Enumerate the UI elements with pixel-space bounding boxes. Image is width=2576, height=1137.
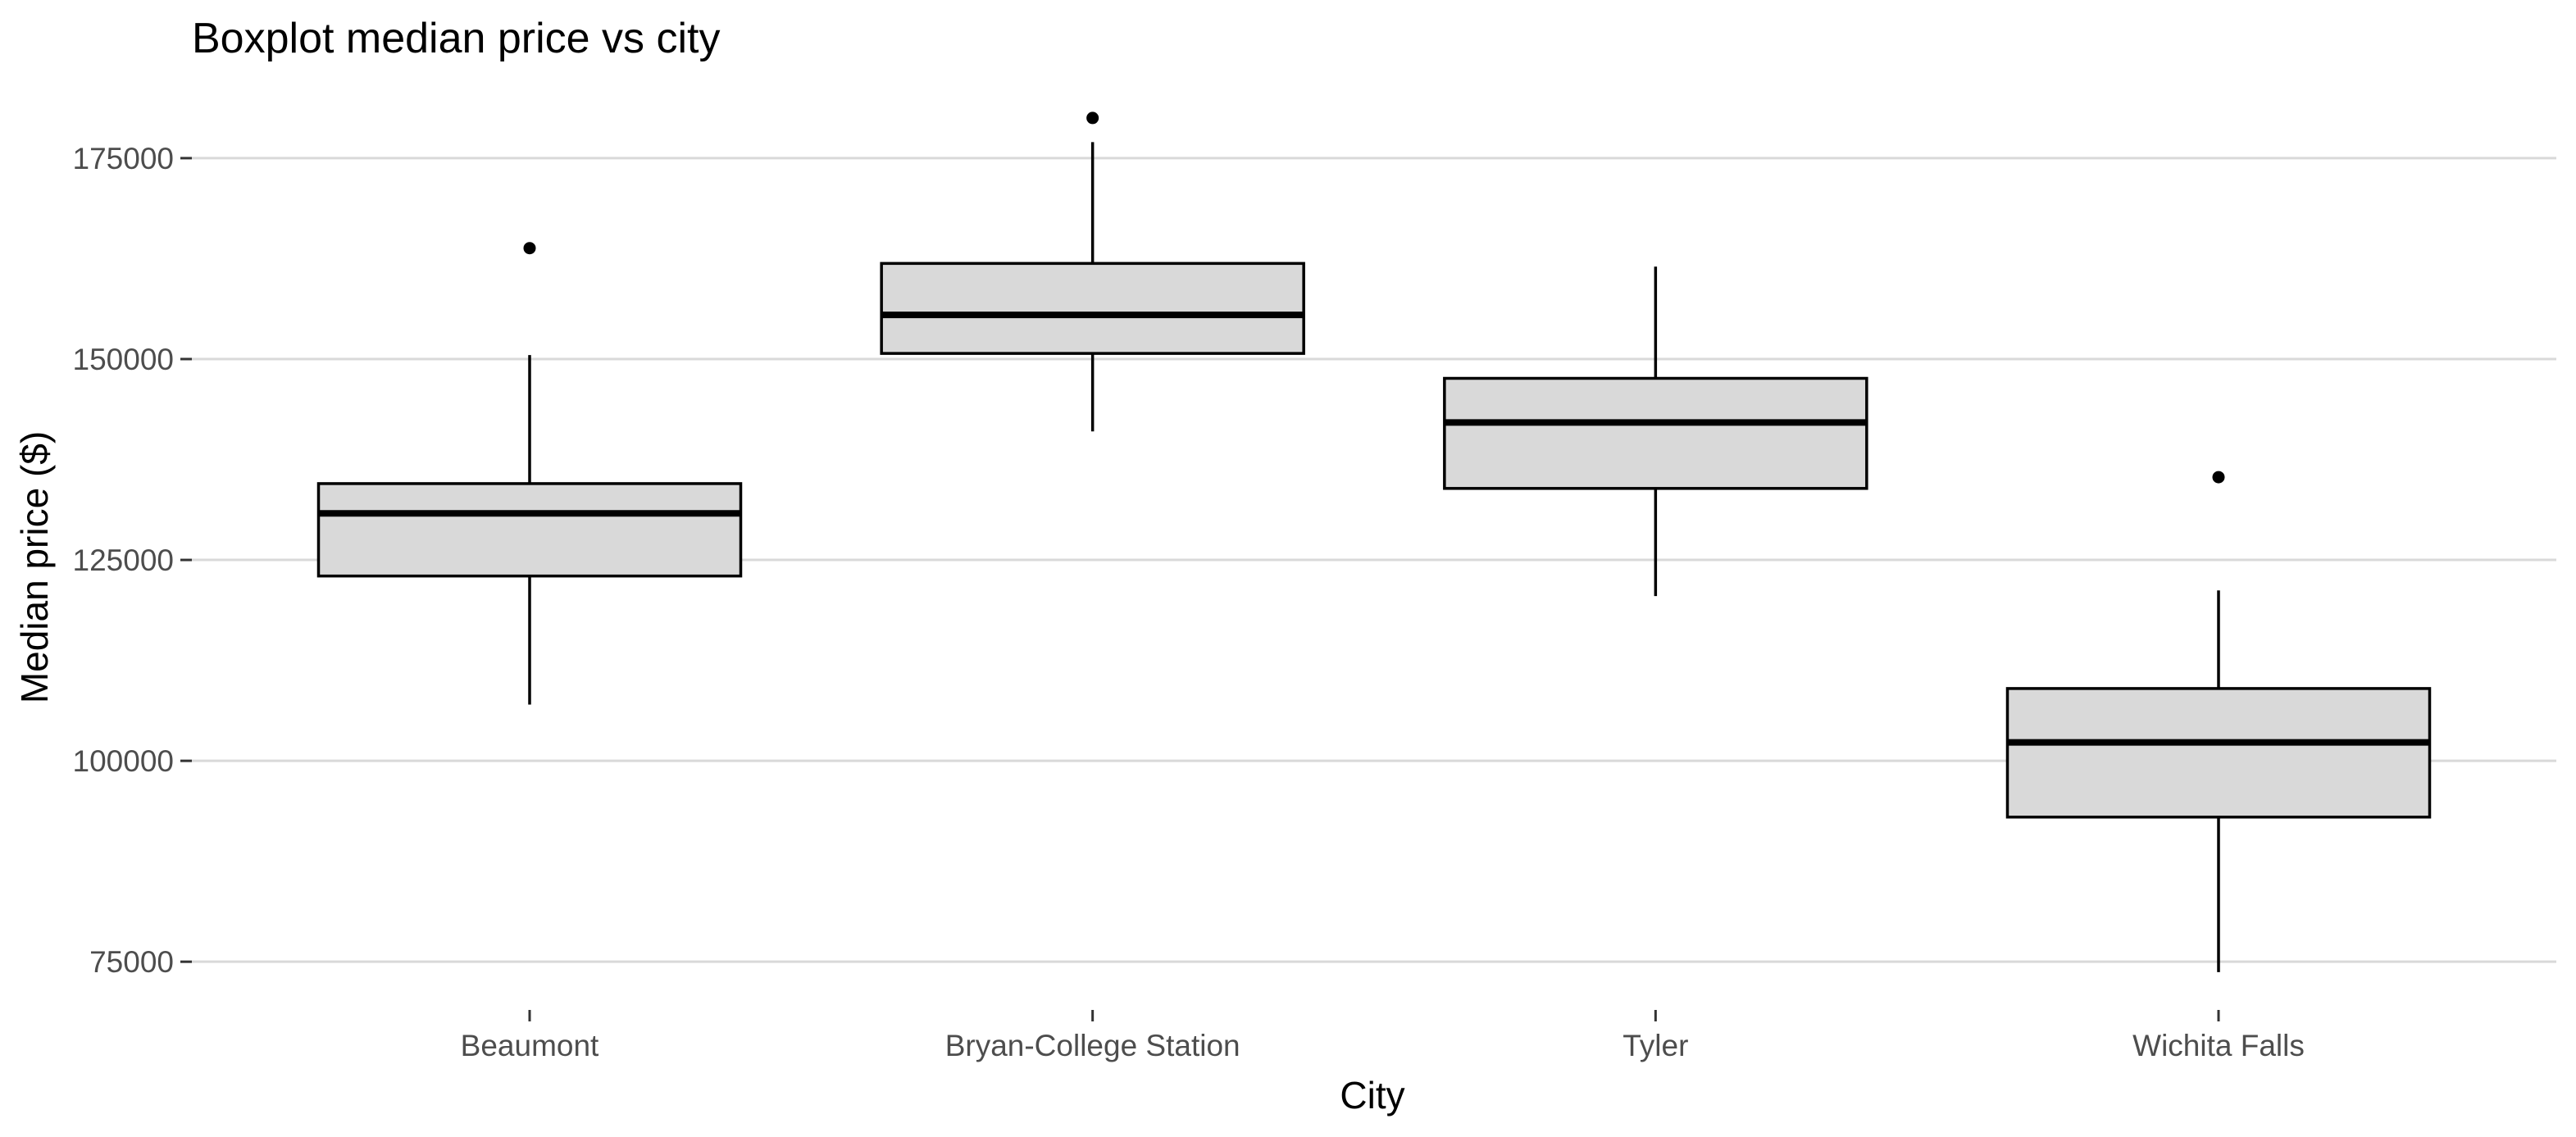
x-tick-label: Tyler	[1623, 1029, 1688, 1062]
box-bryan-college-station	[880, 111, 1305, 432]
box-tyler	[1443, 266, 1868, 597]
x-tick-label: Wichita Falls	[2132, 1029, 2305, 1062]
x-tick-label: Beaumont	[461, 1029, 599, 1062]
y-tick-label: 75000	[89, 945, 174, 979]
y-tick-label: 100000	[73, 744, 174, 778]
box-wichita-falls	[2005, 471, 2432, 972]
iqr-box	[316, 482, 743, 578]
iqr-box	[2005, 687, 2432, 819]
x-axis: Beaumont Bryan-College Station Tyler Wichit…	[461, 1010, 2305, 1062]
x-tick-label: Bryan-College Station	[945, 1029, 1240, 1062]
boxes	[316, 111, 2432, 972]
x-axis-title: City	[1340, 1074, 1404, 1117]
y-tick-label: 125000	[73, 543, 174, 577]
iqr-box	[880, 262, 1305, 355]
y-tick-label: 175000	[73, 142, 174, 175]
iqr-box	[1443, 376, 1868, 490]
box-beaumont	[316, 242, 743, 705]
chart-title: Boxplot median price vs city	[192, 15, 721, 62]
outlier-point	[523, 242, 536, 255]
outlier-point	[1086, 111, 1099, 125]
outlier-point	[2212, 471, 2225, 484]
y-axis-title: Median price ($)	[13, 431, 56, 703]
y-axis: 75000 100000 125000 150000 175000	[73, 142, 192, 979]
y-tick-label: 150000	[73, 343, 174, 376]
